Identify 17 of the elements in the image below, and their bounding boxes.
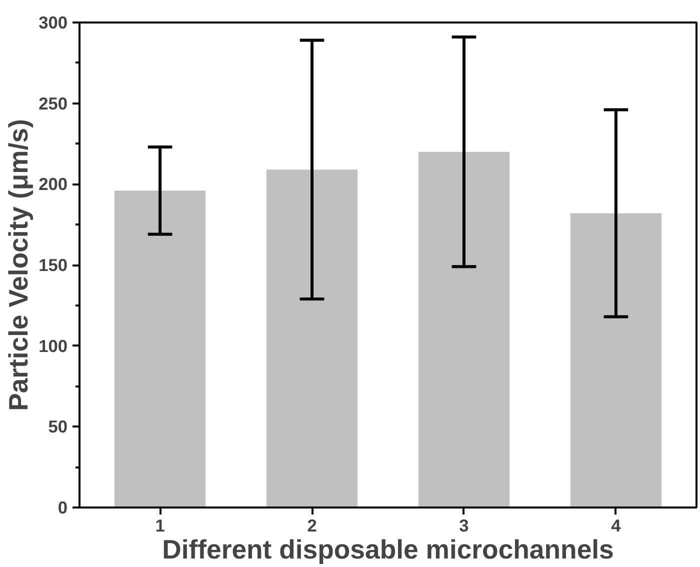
y-axis-title: Particle Velocity (μm/s): [4, 119, 34, 411]
bar: [266, 170, 358, 508]
bar: [570, 213, 662, 508]
bar: [418, 152, 510, 508]
y-tick-label: 0: [58, 498, 68, 518]
x-tick-label: 1: [155, 516, 166, 536]
x-tick-label: 3: [459, 516, 470, 536]
x-axis-title: Different disposable microchannels: [162, 534, 614, 564]
y-tick-label: 50: [48, 416, 68, 437]
y-tick-label: 300: [38, 12, 68, 32]
y-tick-label: 150: [38, 255, 68, 275]
y-tick-label: 250: [38, 93, 68, 114]
x-tick-label: 2: [307, 516, 317, 536]
bar: [114, 190, 206, 508]
y-tick-label: 200: [38, 174, 68, 194]
x-tick-label: 4: [611, 516, 622, 536]
y-tick-label: 100: [38, 336, 68, 356]
